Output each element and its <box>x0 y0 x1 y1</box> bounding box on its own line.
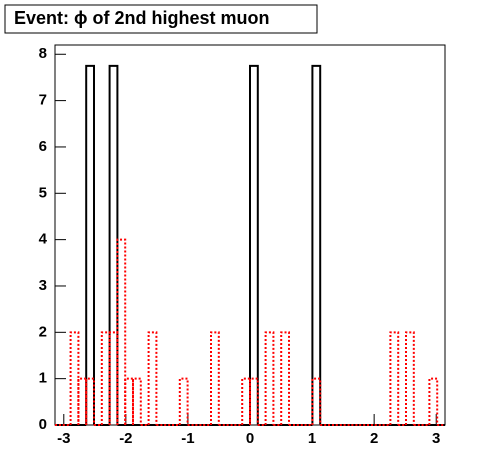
histogram-bin <box>405 331 415 425</box>
histogram-bin <box>69 331 80 425</box>
histogram-bin <box>124 377 134 425</box>
histogram-bin <box>108 331 119 425</box>
histogram-bin <box>131 377 142 425</box>
y-tick-label: 6 <box>39 138 47 155</box>
histogram-bin <box>147 331 158 425</box>
histogram-bin <box>249 64 259 425</box>
histogram-bin <box>311 377 322 425</box>
histogram-bin <box>85 377 95 425</box>
y-tick-label: 3 <box>39 277 47 294</box>
title-box <box>4 4 318 34</box>
x-tick-label: -3 <box>57 430 70 447</box>
histogram-bin <box>210 331 220 425</box>
chart-title: Event: ϕ of 2nd highest muon <box>14 8 270 28</box>
x-tick-label: 2 <box>370 430 378 447</box>
y-tick-label: 7 <box>39 92 47 109</box>
histogram-bin <box>116 238 127 425</box>
y-tick-label: 8 <box>39 45 47 62</box>
y-tick-label: 4 <box>39 231 48 248</box>
y-tick-label: 5 <box>39 184 47 201</box>
histogram-bin <box>241 377 251 425</box>
y-tick-label: 1 <box>39 370 47 387</box>
x-tick-label: 1 <box>308 430 316 447</box>
x-tick-label: 0 <box>246 430 254 447</box>
y-tick-label: 2 <box>39 323 47 340</box>
histogram-bin <box>389 331 400 425</box>
x-tick-label: -2 <box>119 430 132 447</box>
histogram-bin <box>264 331 275 425</box>
x-tick-label: -1 <box>181 430 194 447</box>
histogram-bin <box>280 331 290 425</box>
y-tick-label: 0 <box>39 416 47 433</box>
histogram-bin <box>249 377 259 425</box>
histogram-bin <box>428 377 439 425</box>
histogram-bin <box>311 64 322 425</box>
histogram-bin <box>100 331 111 425</box>
histogram-bin <box>77 377 88 425</box>
histogram-bin <box>108 64 119 425</box>
x-tick-label: 3 <box>432 430 440 447</box>
histogram-bin <box>178 377 189 425</box>
histogram-bin <box>85 64 95 425</box>
